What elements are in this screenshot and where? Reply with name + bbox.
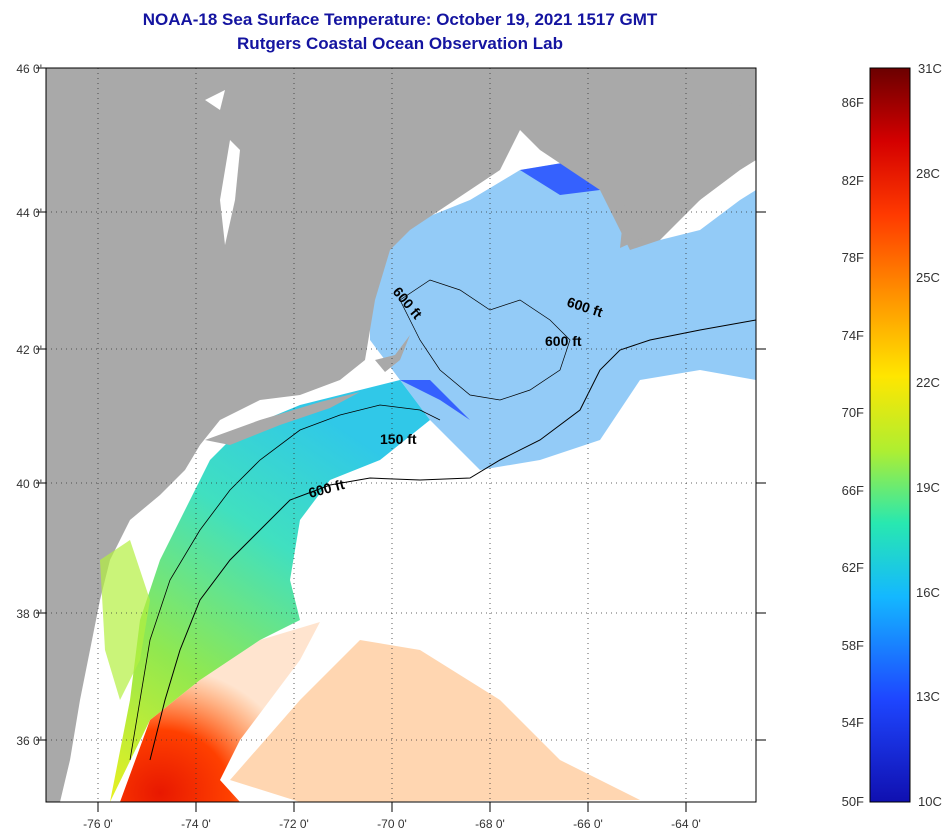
shelf-water <box>110 380 430 802</box>
colorbar <box>869 67 911 803</box>
fahrenheit-label: 50F <box>842 794 864 809</box>
fahrenheit-label: 82F <box>842 173 864 188</box>
lon-label: -72 0' <box>279 817 309 831</box>
frame-ticks <box>36 67 766 812</box>
lon-label: -64 0' <box>671 817 701 831</box>
fahrenheit-label: 78F <box>842 250 864 265</box>
lat-label: 36 0' <box>16 734 42 748</box>
lat-label: 44 0' <box>16 206 42 220</box>
lon-label: -70 0' <box>377 817 407 831</box>
celsius-label: 10C <box>918 794 942 809</box>
lon-label: -76 0' <box>83 817 113 831</box>
map-frame <box>45 67 757 803</box>
celsius-label: 19C <box>916 480 940 495</box>
gulf-of-maine-contours <box>399 279 571 401</box>
lake-champlain <box>220 140 240 245</box>
land-cape-cod <box>375 335 410 372</box>
celsius-label: 28C <box>916 166 940 181</box>
colorbar-celsius-labels: 31C 28C 25C 22C 19C 16C 13C 10C <box>916 61 942 809</box>
lat-label: 38 0' <box>16 607 42 621</box>
longitude-labels: -76 0' -74 0' -72 0' -70 0' -68 0' -66 0… <box>83 817 701 831</box>
lat-label: 46 0' <box>16 62 42 76</box>
fahrenheit-label: 86F <box>842 95 864 110</box>
graticule <box>46 68 756 802</box>
celsius-label: 13C <box>916 689 940 704</box>
fahrenheit-label: 70F <box>842 405 864 420</box>
contour-label: 600 ft <box>545 333 582 349</box>
contour-150ft <box>129 404 441 761</box>
map-title: NOAA-18 Sea Surface Temperature: October… <box>142 10 658 29</box>
gulf-stream-warm-water <box>120 622 320 802</box>
contour-600ft <box>149 319 756 761</box>
colorbar-fahrenheit-labels: 86F 82F 78F 74F 70F 66F 62F 58F 54F 50F <box>842 95 864 809</box>
warm-offshore-patches <box>230 640 640 802</box>
map-panel <box>46 68 756 802</box>
land-nova-scotia <box>620 100 756 248</box>
fahrenheit-label: 74F <box>842 328 864 343</box>
chesapeake-bay <box>100 540 150 700</box>
map-subtitle: Rutgers Coastal Ocean Observation Lab <box>237 34 563 53</box>
celsius-label: 25C <box>916 270 940 285</box>
cold-core <box>400 380 470 420</box>
fahrenheit-label: 66F <box>842 483 864 498</box>
celsius-label: 31C <box>918 61 942 76</box>
lake <box>205 90 225 110</box>
lon-label: -68 0' <box>475 817 505 831</box>
lat-label: 42 0' <box>16 343 42 357</box>
celsius-label: 16C <box>916 585 940 600</box>
land-mainland <box>46 68 756 802</box>
contour-label: 150 ft <box>380 431 417 447</box>
celsius-label: 22C <box>916 375 940 390</box>
lat-label: 40 0' <box>16 477 42 491</box>
fahrenheit-label: 54F <box>842 715 864 730</box>
lon-label: -74 0' <box>181 817 211 831</box>
lon-label: -66 0' <box>573 817 603 831</box>
latitude-labels: 46 0' 44 0' 42 0' 40 0' 38 0' 36 0' <box>16 62 42 748</box>
fahrenheit-label: 62F <box>842 560 864 575</box>
fahrenheit-label: 58F <box>842 638 864 653</box>
land-long-island <box>205 392 360 445</box>
